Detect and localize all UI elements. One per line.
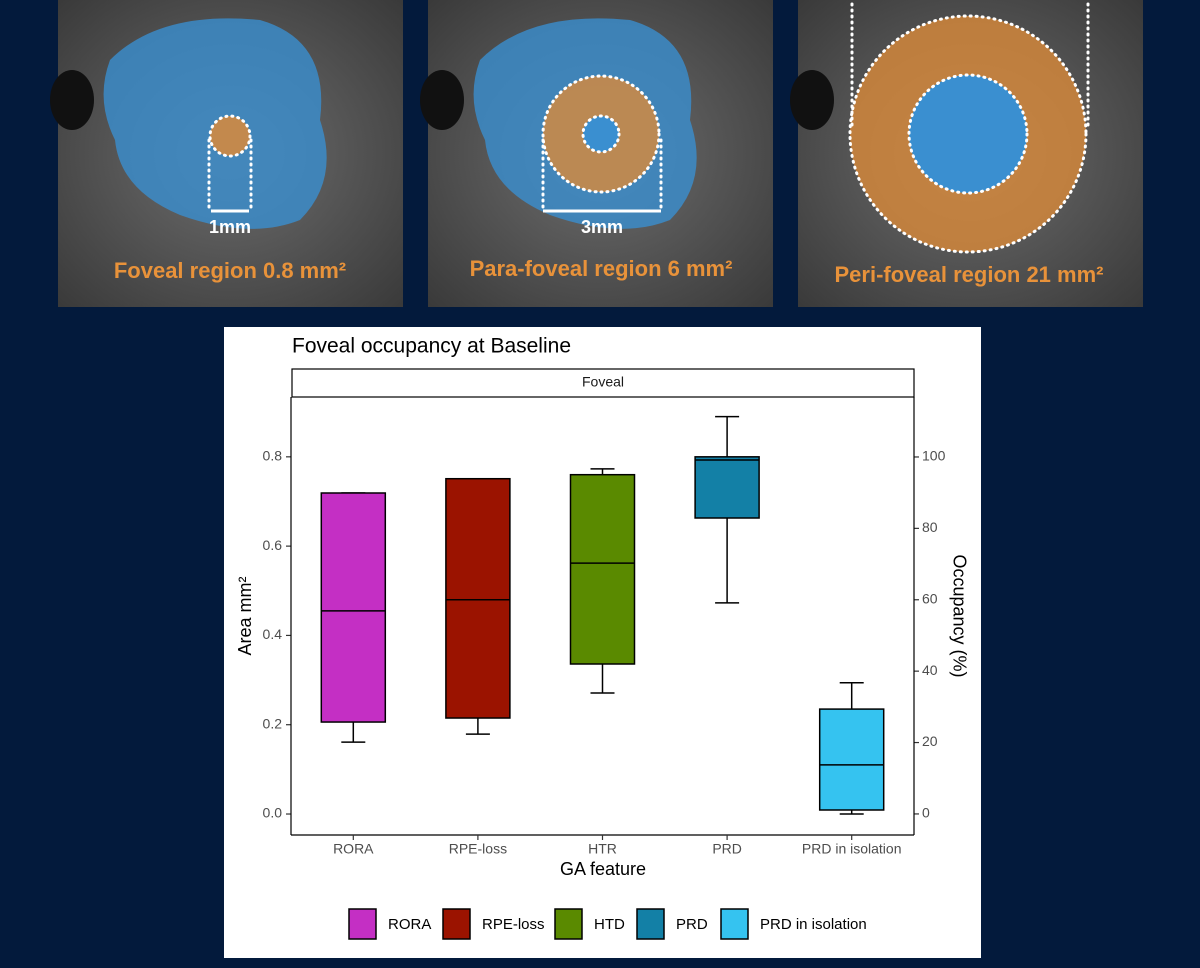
legend-label: PRD in isolation [760,916,867,933]
y-tick-label: 0.0 [263,805,283,821]
y-tick-label: 0.8 [263,448,283,464]
chart-title: Foveal occupancy at Baseline [292,335,571,358]
y-tick-label: 0.6 [263,537,283,553]
x-tick-label: RPE-loss [449,841,507,857]
box [818,708,885,811]
y2-tick-label: 0 [922,805,930,821]
region-outline [208,114,252,158]
y2-tick-label: 100 [922,448,946,464]
optic-disc [50,70,94,130]
y2-tick-label: 80 [922,519,938,535]
region-label: Para-foveal region 6 mm² [470,256,733,281]
y2-axis-title: Occupancy (%) [949,554,969,677]
optic-disc [420,70,464,130]
y2-tick-label: 40 [922,662,938,678]
x-tick-label: RORA [333,841,374,857]
y2-tick-label: 60 [922,590,938,606]
region-outline [541,74,661,194]
fundus-image: 1mm Foveal region 0.8 mm² [50,0,403,307]
scale-label: 1mm [209,217,251,237]
y-tick-label: 0.4 [263,626,283,642]
region-outline [581,114,621,154]
region-label: Foveal region 0.8 mm² [114,258,346,283]
x-tick-label: PRD [712,841,742,857]
legend-key [636,908,665,940]
optic-disc [790,70,834,130]
fundus-image: 3mm Para-foveal region 6 mm² [420,0,773,307]
facet-strip [291,368,915,398]
scale-label: 3mm [581,217,623,237]
legend-label: RORA [388,916,431,933]
box [569,473,636,665]
y-axis-title: Area mm² [235,576,255,655]
legend-key [720,908,749,940]
region-outline [848,14,1088,254]
region-fill [210,116,250,156]
inner-region [583,116,619,152]
facet-label: Foveal [582,374,624,390]
box [320,492,387,723]
legend-key [554,908,583,940]
region-outline [907,73,1029,195]
legend-key [442,908,471,940]
legend-label: HTD [594,916,625,933]
box [445,477,511,719]
y-tick-label: 0.2 [263,715,283,731]
x-tick-label: HTR [588,841,617,857]
legend-label: RPE-loss [482,916,545,933]
inner-region [909,75,1027,193]
x-tick-label: PRD in isolation [802,841,902,857]
x-axis-title: GA feature [560,859,646,879]
region-label: Peri-foveal region 21 mm² [835,262,1104,287]
y2-tick-label: 20 [922,733,938,749]
legend-key [348,908,377,940]
legend-label: PRD [676,916,708,933]
box [694,456,760,519]
chart: Foveal occupancy at Baseline Foveal GA f… [224,327,981,958]
fundus-image: Peri-foveal region 21 mm² [790,0,1143,307]
